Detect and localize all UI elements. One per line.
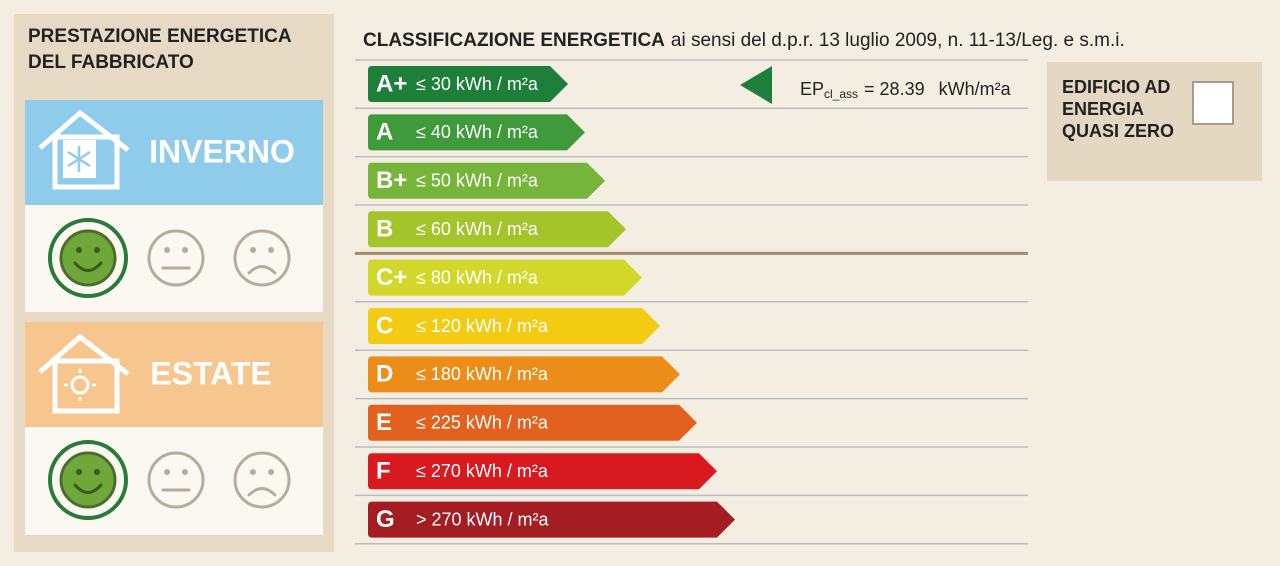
face (233, 229, 291, 287)
class-arrow (368, 356, 680, 393)
eye (164, 247, 170, 253)
class-range: ≤ 60 kWh / m²a (416, 219, 539, 239)
class-label: A (376, 119, 393, 146)
eye (268, 469, 274, 475)
class-range: ≤ 120 kWh / m²a (416, 316, 549, 336)
eye (250, 247, 256, 253)
eye (250, 469, 256, 475)
smiley-sad (233, 229, 291, 287)
face (147, 451, 205, 509)
class-label: F (376, 458, 391, 485)
class-arrow (368, 162, 605, 199)
mouth (73, 483, 103, 494)
class-label: B (376, 216, 393, 243)
eye (76, 247, 82, 253)
text: kWh/m²a (939, 79, 1012, 99)
text: EP (800, 79, 824, 99)
class-range: ≤ 80 kWh / m²a (416, 267, 539, 287)
left-title: PRESTAZIONE ENERGETICA DEL FABBRICATO (28, 26, 292, 73)
mouth (247, 265, 277, 275)
summer-icon (38, 333, 130, 414)
smiley-neutral (147, 451, 205, 509)
class-label: C (376, 312, 393, 339)
face (59, 451, 117, 509)
class-range: ≤ 225 kWh / m²a (416, 413, 549, 433)
class-label: A+ (376, 70, 407, 97)
eye (76, 469, 82, 475)
winter-icon (38, 109, 130, 190)
eye (94, 469, 100, 475)
class-label: E (376, 409, 392, 436)
class-arrow (368, 501, 735, 538)
text: = 28.39 (864, 79, 925, 99)
smiley-sad (233, 451, 291, 509)
indicator-text: EPcl_ass = 28.39 kWh/m²a (800, 79, 1012, 101)
eye (182, 469, 188, 475)
class-range: ≤ 270 kWh / m²a (416, 461, 549, 481)
class-range: ≤ 30 kWh / m²a (416, 74, 539, 94)
eye (182, 247, 188, 253)
class-range: ≤ 180 kWh / m²a (416, 364, 549, 384)
nzeb-label: EDIFICIO AD ENERGIA QUASI ZERO (1062, 77, 1174, 141)
face (147, 229, 205, 287)
class-arrow (368, 404, 697, 441)
winter-label: INVERNO (149, 133, 295, 169)
class-arrow (368, 114, 585, 151)
smiley-happy (48, 218, 128, 298)
class-label: B+ (376, 167, 407, 194)
class-arrow (368, 308, 660, 344)
class-arrow (368, 211, 626, 248)
selected-ring (48, 218, 128, 298)
text: cl_ass (824, 87, 858, 101)
header: CLASSIFICAZIONE ENERGETICA ai sensi del d… (363, 30, 1125, 51)
class-label: C+ (376, 264, 407, 291)
selected-ring (48, 440, 128, 520)
class-arrow (368, 66, 568, 102)
nzeb-checkbox[interactable] (1192, 81, 1234, 125)
class-arrow (368, 259, 642, 296)
class-arrow (368, 453, 717, 490)
mouth (73, 261, 103, 272)
class-label: D (376, 361, 393, 388)
smiley-happy (48, 440, 128, 520)
eye (268, 247, 274, 253)
face (59, 229, 117, 287)
smiley-neutral (147, 229, 205, 287)
class-label: G (376, 506, 395, 533)
face (233, 451, 291, 509)
header-title: CLASSIFICAZIONE ENERGETICA (363, 30, 665, 51)
class-range: ≤ 50 kWh / m²a (416, 171, 539, 191)
class-range: ≤ 40 kWh / m²a (416, 122, 539, 142)
indicator-arrow (740, 66, 772, 104)
eye (94, 247, 100, 253)
eye (164, 469, 170, 475)
class-range: > 270 kWh / m²a (416, 509, 550, 529)
mouth (247, 487, 277, 497)
summer-label: ESTATE (150, 355, 271, 391)
header-subtitle: ai sensi del d.p.r. 13 luglio 2009, n. 1… (671, 30, 1125, 51)
